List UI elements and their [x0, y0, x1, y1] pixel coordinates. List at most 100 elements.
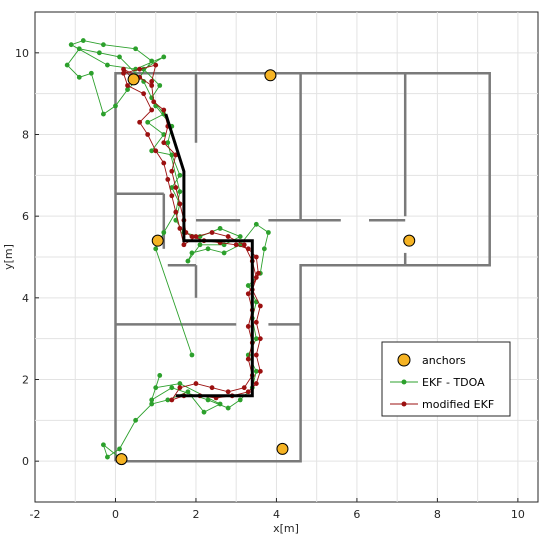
series-point-mekf: [189, 234, 195, 239]
series-point-ekf: [157, 373, 163, 378]
series-point-ekf: [80, 38, 86, 43]
y-tick-label: 2: [22, 374, 29, 387]
y-axis-label: y[m]: [2, 244, 15, 270]
series-point-ekf: [265, 230, 271, 235]
series-point-ekf: [105, 62, 110, 68]
series-point-ekf: [185, 258, 191, 264]
anchor-marker: [151, 234, 164, 247]
series-point-ekf: [149, 401, 155, 407]
series-point-ekf: [101, 42, 106, 48]
series-point-mekf: [193, 234, 199, 239]
series-point-mekf: [173, 185, 179, 190]
series-point-ekf: [201, 409, 207, 415]
series-point-mekf: [153, 62, 159, 68]
series-point-mekf: [145, 132, 151, 137]
anchor-marker: [264, 69, 277, 82]
series-point-mekf: [149, 83, 155, 88]
series-point-mekf: [151, 99, 157, 105]
series-point-mekf: [169, 397, 175, 403]
series-point-mekf: [193, 381, 199, 386]
series-point-ekf: [253, 368, 259, 374]
series-point-ekf: [76, 46, 82, 52]
series-point-ekf: [153, 385, 159, 391]
series-point-ekf: [113, 103, 118, 109]
series-point-ekf: [253, 336, 259, 342]
x-tick-label: 10: [511, 508, 525, 521]
y-tick-label: 6: [22, 210, 29, 223]
series-point-mekf: [225, 389, 231, 395]
series-point-mekf: [125, 83, 130, 88]
series-point-ekf: [173, 217, 179, 223]
series-point-mekf: [253, 275, 259, 280]
legend-marker-mekf: [401, 401, 407, 407]
series-point-ekf: [189, 250, 195, 256]
series-point-mekf: [169, 193, 175, 199]
series-point-ekf: [197, 242, 203, 248]
series-point-mekf: [149, 79, 155, 84]
series-point-mekf: [161, 140, 167, 146]
series-point-mekf: [253, 254, 259, 260]
series-point-mekf: [161, 160, 167, 166]
y-tick-label: 8: [22, 129, 29, 142]
wall-segment: [114, 72, 491, 463]
series-point-ekf: [161, 230, 167, 235]
series-point-mekf: [169, 168, 175, 174]
legend: anchors EKF - TDOA modified EKF: [381, 341, 511, 417]
x-tick-label: 8: [434, 508, 441, 521]
anchor-marker: [115, 453, 128, 466]
series-point-mekf: [245, 291, 251, 297]
anchor-marker: [276, 442, 289, 455]
series-point-mekf: [177, 226, 183, 231]
legend-entry-ekf: EKF - TDOA: [390, 376, 485, 389]
series-point-mekf: [241, 242, 247, 248]
x-tick-label: 6: [353, 508, 360, 521]
x-tick-label: 0: [112, 508, 119, 521]
anchor-marker: [127, 73, 140, 86]
series-point-ekf: [161, 132, 167, 137]
series-point-ekf: [149, 397, 155, 403]
anchors-layer: [115, 69, 416, 466]
legend-entry-mekf: modified EKF: [390, 398, 494, 411]
series-point-mekf: [257, 336, 263, 342]
grid: [35, 12, 538, 502]
series-point-ekf: [76, 74, 82, 80]
series-point-ekf: [149, 148, 155, 154]
series-point-mekf: [253, 381, 259, 386]
series-point-ekf: [165, 140, 171, 146]
y-tick-label: 10: [15, 47, 29, 60]
series-point-mekf: [153, 148, 159, 154]
series-point-ekf: [141, 79, 147, 84]
series-point-mekf: [141, 91, 147, 97]
series-point-mekf: [209, 230, 215, 235]
series-point-mekf: [137, 119, 143, 125]
series-point-ekf: [205, 397, 211, 403]
series-point-mekf: [181, 242, 187, 248]
series-point-mekf: [165, 177, 171, 182]
series-point-ekf: [177, 381, 183, 386]
series-point-ekf: [165, 397, 171, 403]
series-point-ekf: [161, 54, 167, 60]
series-point-ekf: [177, 172, 183, 178]
series-point-mekf: [257, 368, 263, 374]
series-point-ekf: [157, 83, 163, 88]
series-point-mekf: [233, 242, 239, 248]
series-point-mekf: [241, 385, 247, 391]
series-point-mekf: [245, 246, 251, 252]
series-point-mekf: [137, 66, 143, 72]
series-point-ekf: [169, 152, 175, 158]
series-point-ekf: [117, 446, 122, 452]
series-point-ekf: [245, 283, 251, 288]
series-point-mekf: [245, 356, 251, 362]
series-point-ekf: [101, 442, 106, 448]
series-point-mekf: [121, 66, 126, 72]
series-point-mekf: [245, 389, 251, 395]
ground-truth-path: [164, 113, 254, 398]
legend-entry-anchors: anchors: [397, 353, 466, 367]
series-point-mekf: [253, 352, 259, 358]
series-point-mekf: [121, 70, 126, 76]
series-point-ekf: [117, 54, 122, 60]
series-point-mekf: [149, 107, 155, 113]
series-point-ekf: [64, 62, 70, 68]
series-point-ekf: [237, 234, 243, 239]
